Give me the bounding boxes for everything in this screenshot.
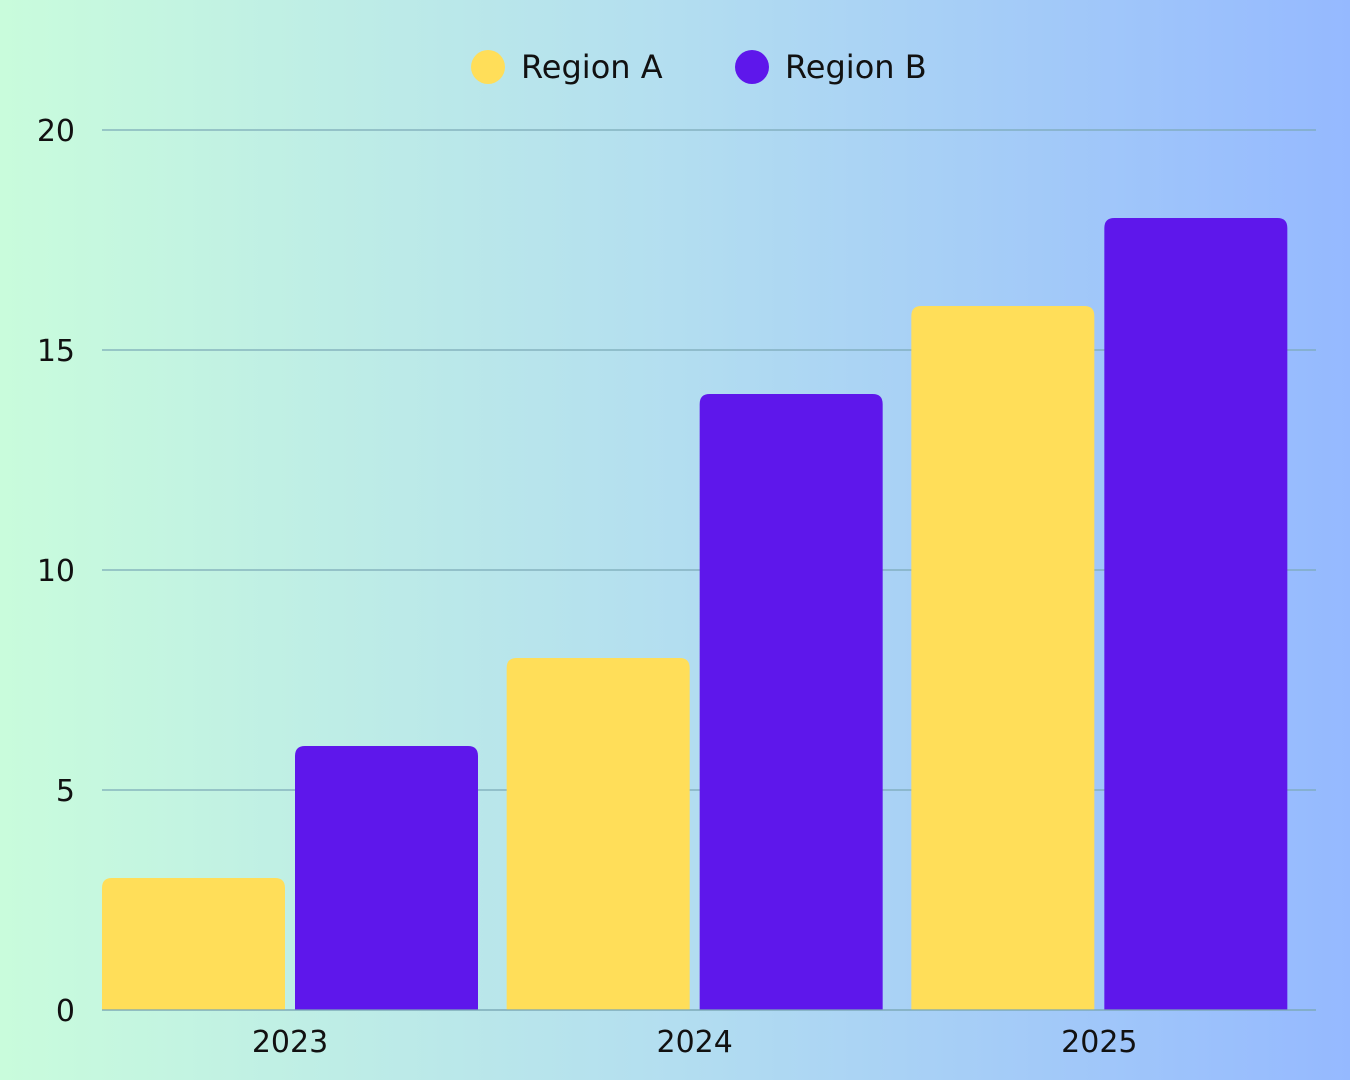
x-tick-label-2025: 2025: [1061, 1025, 1137, 1060]
legend-marker-region-b: [735, 50, 769, 84]
bar-region-a-2023: [102, 878, 285, 1010]
legend-marker-region-a: [471, 50, 505, 84]
bar-region-b-2023: [295, 746, 478, 1010]
bar-region-a-2025: [911, 306, 1095, 1010]
legend-label-region-a: Region A: [521, 48, 663, 86]
bar-region-b-2024: [699, 394, 883, 1010]
y-tick-label-0: 0: [56, 994, 75, 1029]
bar-region-a-2024: [506, 658, 690, 1010]
legend-label-region-b: Region B: [785, 48, 927, 86]
y-tick-label-20: 20: [37, 114, 75, 149]
y-tick-label-15: 15: [37, 334, 75, 369]
bar-region-b-2025: [1104, 218, 1288, 1010]
y-tick-label-5: 5: [56, 774, 75, 809]
bars: [102, 218, 1288, 1010]
x-tick-label-2024: 2024: [656, 1025, 732, 1060]
x-tick-label-2023: 2023: [252, 1025, 328, 1060]
legend: Region A Region B: [471, 48, 927, 86]
y-tick-label-10: 10: [37, 554, 75, 589]
axes: 0 5 10 15 20 2023 2024 2025: [37, 114, 1316, 1060]
